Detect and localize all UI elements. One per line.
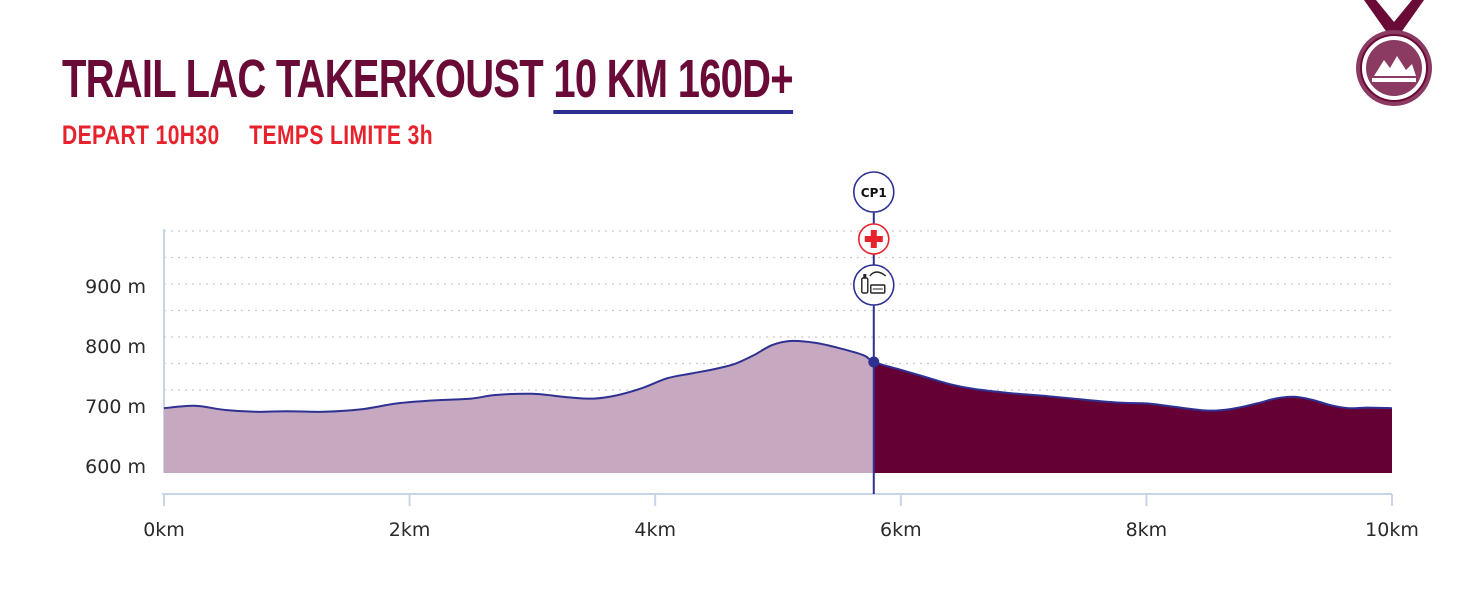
profile-area-remaining: [873, 362, 1392, 473]
x-tick-label-4: 4km: [634, 519, 676, 541]
medical-cross-v: [870, 230, 877, 248]
bottle-cap: [863, 274, 867, 278]
checkpoint-marker: CP1: [852, 171, 895, 494]
x-tick-label-6: 6km: [880, 519, 922, 541]
race-distance: 10 KM 160D+: [553, 48, 794, 114]
food-box: [870, 284, 886, 294]
medical-cross-icon: [857, 223, 890, 255]
x-tick-label-2: 2km: [389, 519, 431, 541]
checkpoint-label: CP1: [861, 186, 887, 200]
race-title: TRAIL LAC TAKERKOUST 10 KM 160D+: [62, 44, 794, 114]
checkpoint-dot: [868, 356, 880, 368]
banana-shape: [869, 271, 887, 277]
y-tick-label-800: 800 m: [85, 336, 146, 358]
profile-areas: [163, 339, 1393, 473]
profile-line: [163, 339, 1393, 413]
y-tick-label-900: 900 m: [85, 276, 146, 298]
medal-icon: [1356, 0, 1432, 106]
depart-time: DEPART 10H30: [62, 120, 220, 150]
x-tick-label-8: 8km: [1126, 519, 1168, 541]
y-tick-label-600: 600 m: [85, 456, 146, 478]
profile-area-completed: [164, 340, 874, 473]
x-tick-label-10: 10km: [1365, 519, 1419, 541]
race-name: TRAIL LAC TAKERKOUST: [62, 49, 544, 109]
checkpoint-badge: [852, 171, 895, 213]
refreshment-icon: [852, 264, 895, 306]
time-limit: TEMPS LIMITE 3h: [249, 120, 433, 150]
x-tick-label-0: 0km: [143, 519, 185, 541]
y-tick-label-700: 700 m: [85, 396, 146, 418]
race-info: DEPART 10H30 TEMPS LIMITE 3h: [62, 120, 433, 151]
axes: 600 m 700 m 800 m 900 m 0km 2km 4km 6km 8km 10km: [85, 276, 1419, 541]
